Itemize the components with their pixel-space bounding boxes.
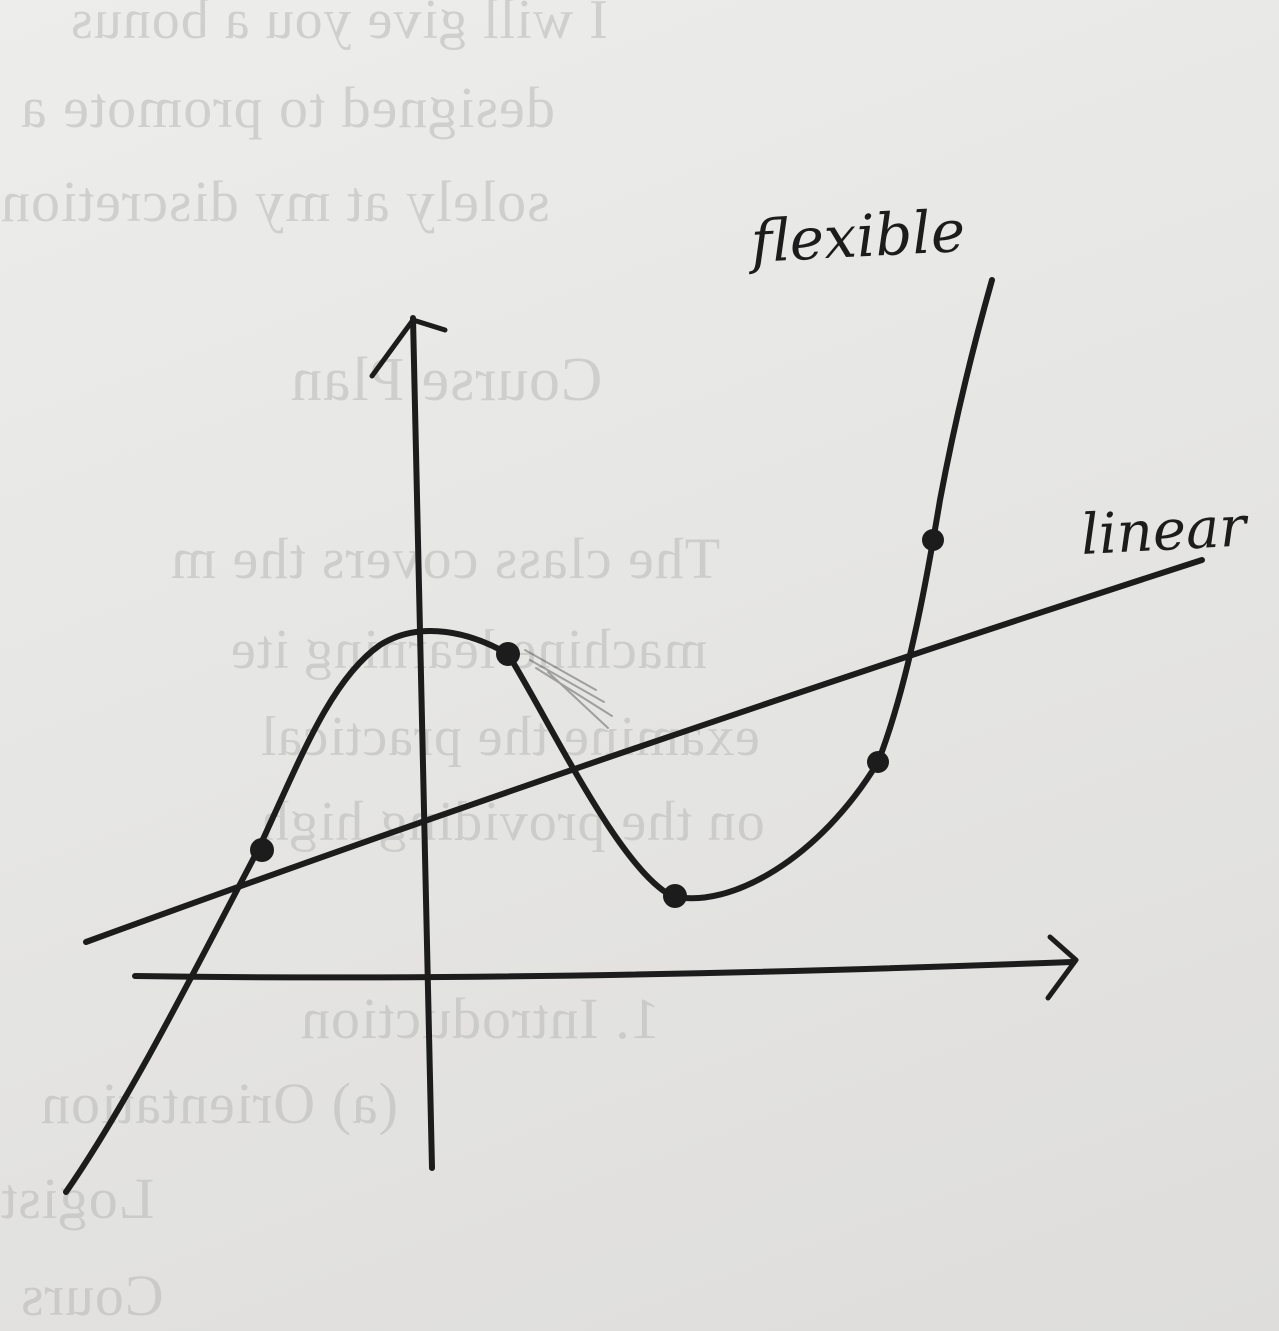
y-axis-arrowhead [369, 317, 448, 379]
data-point [922, 529, 944, 551]
x-axis [132, 959, 1075, 981]
x-axis-arrowhead [1045, 934, 1079, 1001]
y-axis [410, 315, 435, 1171]
data-point [250, 838, 274, 862]
data-point [663, 884, 687, 908]
flexible-fit-curve [63, 277, 995, 1195]
flexible-curve-label: flexible [745, 197, 967, 276]
data-point [496, 642, 520, 666]
linear-line-label: linear [1079, 494, 1251, 568]
data-point [867, 751, 889, 773]
linear-fit-line [83, 557, 1205, 945]
pencil-smudge [524, 649, 613, 729]
